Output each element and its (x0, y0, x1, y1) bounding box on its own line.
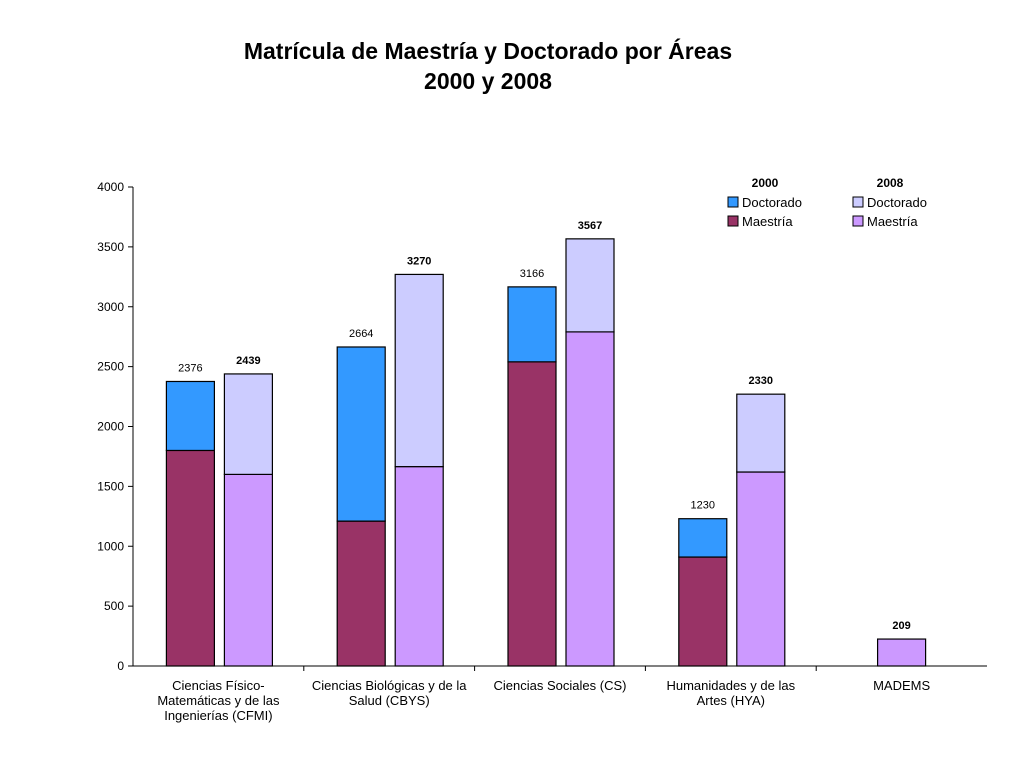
y-tick-label: 3000 (97, 300, 124, 314)
data-label: 2376 (178, 362, 202, 374)
data-label: 209 (892, 620, 910, 632)
data-label: 3166 (520, 268, 544, 280)
data-label: 2439 (236, 355, 260, 367)
legend-label: Maestría (867, 214, 918, 229)
y-tick-label: 2500 (97, 360, 124, 374)
x-category-label: MADEMS (873, 678, 930, 693)
chart-title: Matrícula de Maestría y Doctorado por Ár… (0, 36, 976, 96)
x-category-label: Ciencias Sociales (CS) (494, 678, 627, 693)
bar-doctorado-2008 (736, 393, 786, 473)
data-label: 1230 (691, 500, 715, 512)
y-tick-label: 1000 (97, 539, 124, 553)
bar-maestria-2008 (736, 471, 786, 667)
data-label: 2664 (349, 328, 373, 340)
bar-doctorado-2008 (394, 273, 444, 468)
legend-label: Maestría (742, 214, 793, 229)
x-category-label: Salud (CBYS) (349, 693, 430, 708)
legend-swatch (852, 215, 864, 227)
y-tick-label: 2000 (97, 420, 124, 434)
bar-maestria-2000 (678, 556, 728, 667)
bar-maestria-2008 (565, 331, 615, 667)
bar-doctorado-2000 (507, 286, 557, 363)
x-category-label: Matemáticas y de las (157, 693, 280, 708)
y-tick-label: 3500 (97, 240, 124, 254)
legend-swatch (727, 215, 739, 227)
data-label: 3567 (578, 220, 602, 232)
bar-maestria-2008 (876, 638, 927, 667)
bar-maestria-2008 (223, 473, 273, 667)
bar-doctorado-2000 (336, 346, 386, 522)
bar-maestria-2008 (394, 466, 444, 667)
x-category-label: Ciencias Biológicas y de la (312, 678, 467, 693)
x-category-label: Ciencias Físico- (172, 678, 264, 693)
legend-year-2008: 2008 (877, 176, 904, 190)
y-tick-label: 4000 (97, 180, 124, 194)
data-label: 2330 (749, 375, 773, 387)
chart-title-line: Matrícula de Maestría y Doctorado por Ár… (243, 38, 733, 64)
bar-maestria-2000 (165, 449, 215, 667)
x-category-label: Ingenierías (CFMI) (164, 708, 272, 723)
x-category-label: Humanidades y de las (666, 678, 795, 693)
legend-label: Doctorado (742, 195, 802, 210)
bar-maestria-2000 (336, 520, 386, 667)
y-tick-label: 500 (104, 599, 124, 613)
legend-label: Doctorado (867, 195, 927, 210)
legend-swatch (727, 196, 739, 208)
bar-doctorado-2000 (165, 380, 215, 452)
x-category-label: Artes (HYA) (697, 693, 765, 708)
legend-year-2000: 2000 (752, 176, 779, 190)
chart-subtitle-line: 2000 y 2008 (424, 68, 552, 94)
legend-swatch (852, 196, 864, 208)
y-tick-label: 0 (117, 659, 124, 673)
bar-doctorado-2008 (223, 373, 273, 476)
bar-maestria-2000 (507, 361, 557, 667)
bar-doctorado-2000 (678, 518, 728, 558)
y-tick-label: 1500 (97, 479, 124, 493)
data-label: 3270 (407, 255, 431, 267)
bar-doctorado-2008 (565, 238, 615, 333)
